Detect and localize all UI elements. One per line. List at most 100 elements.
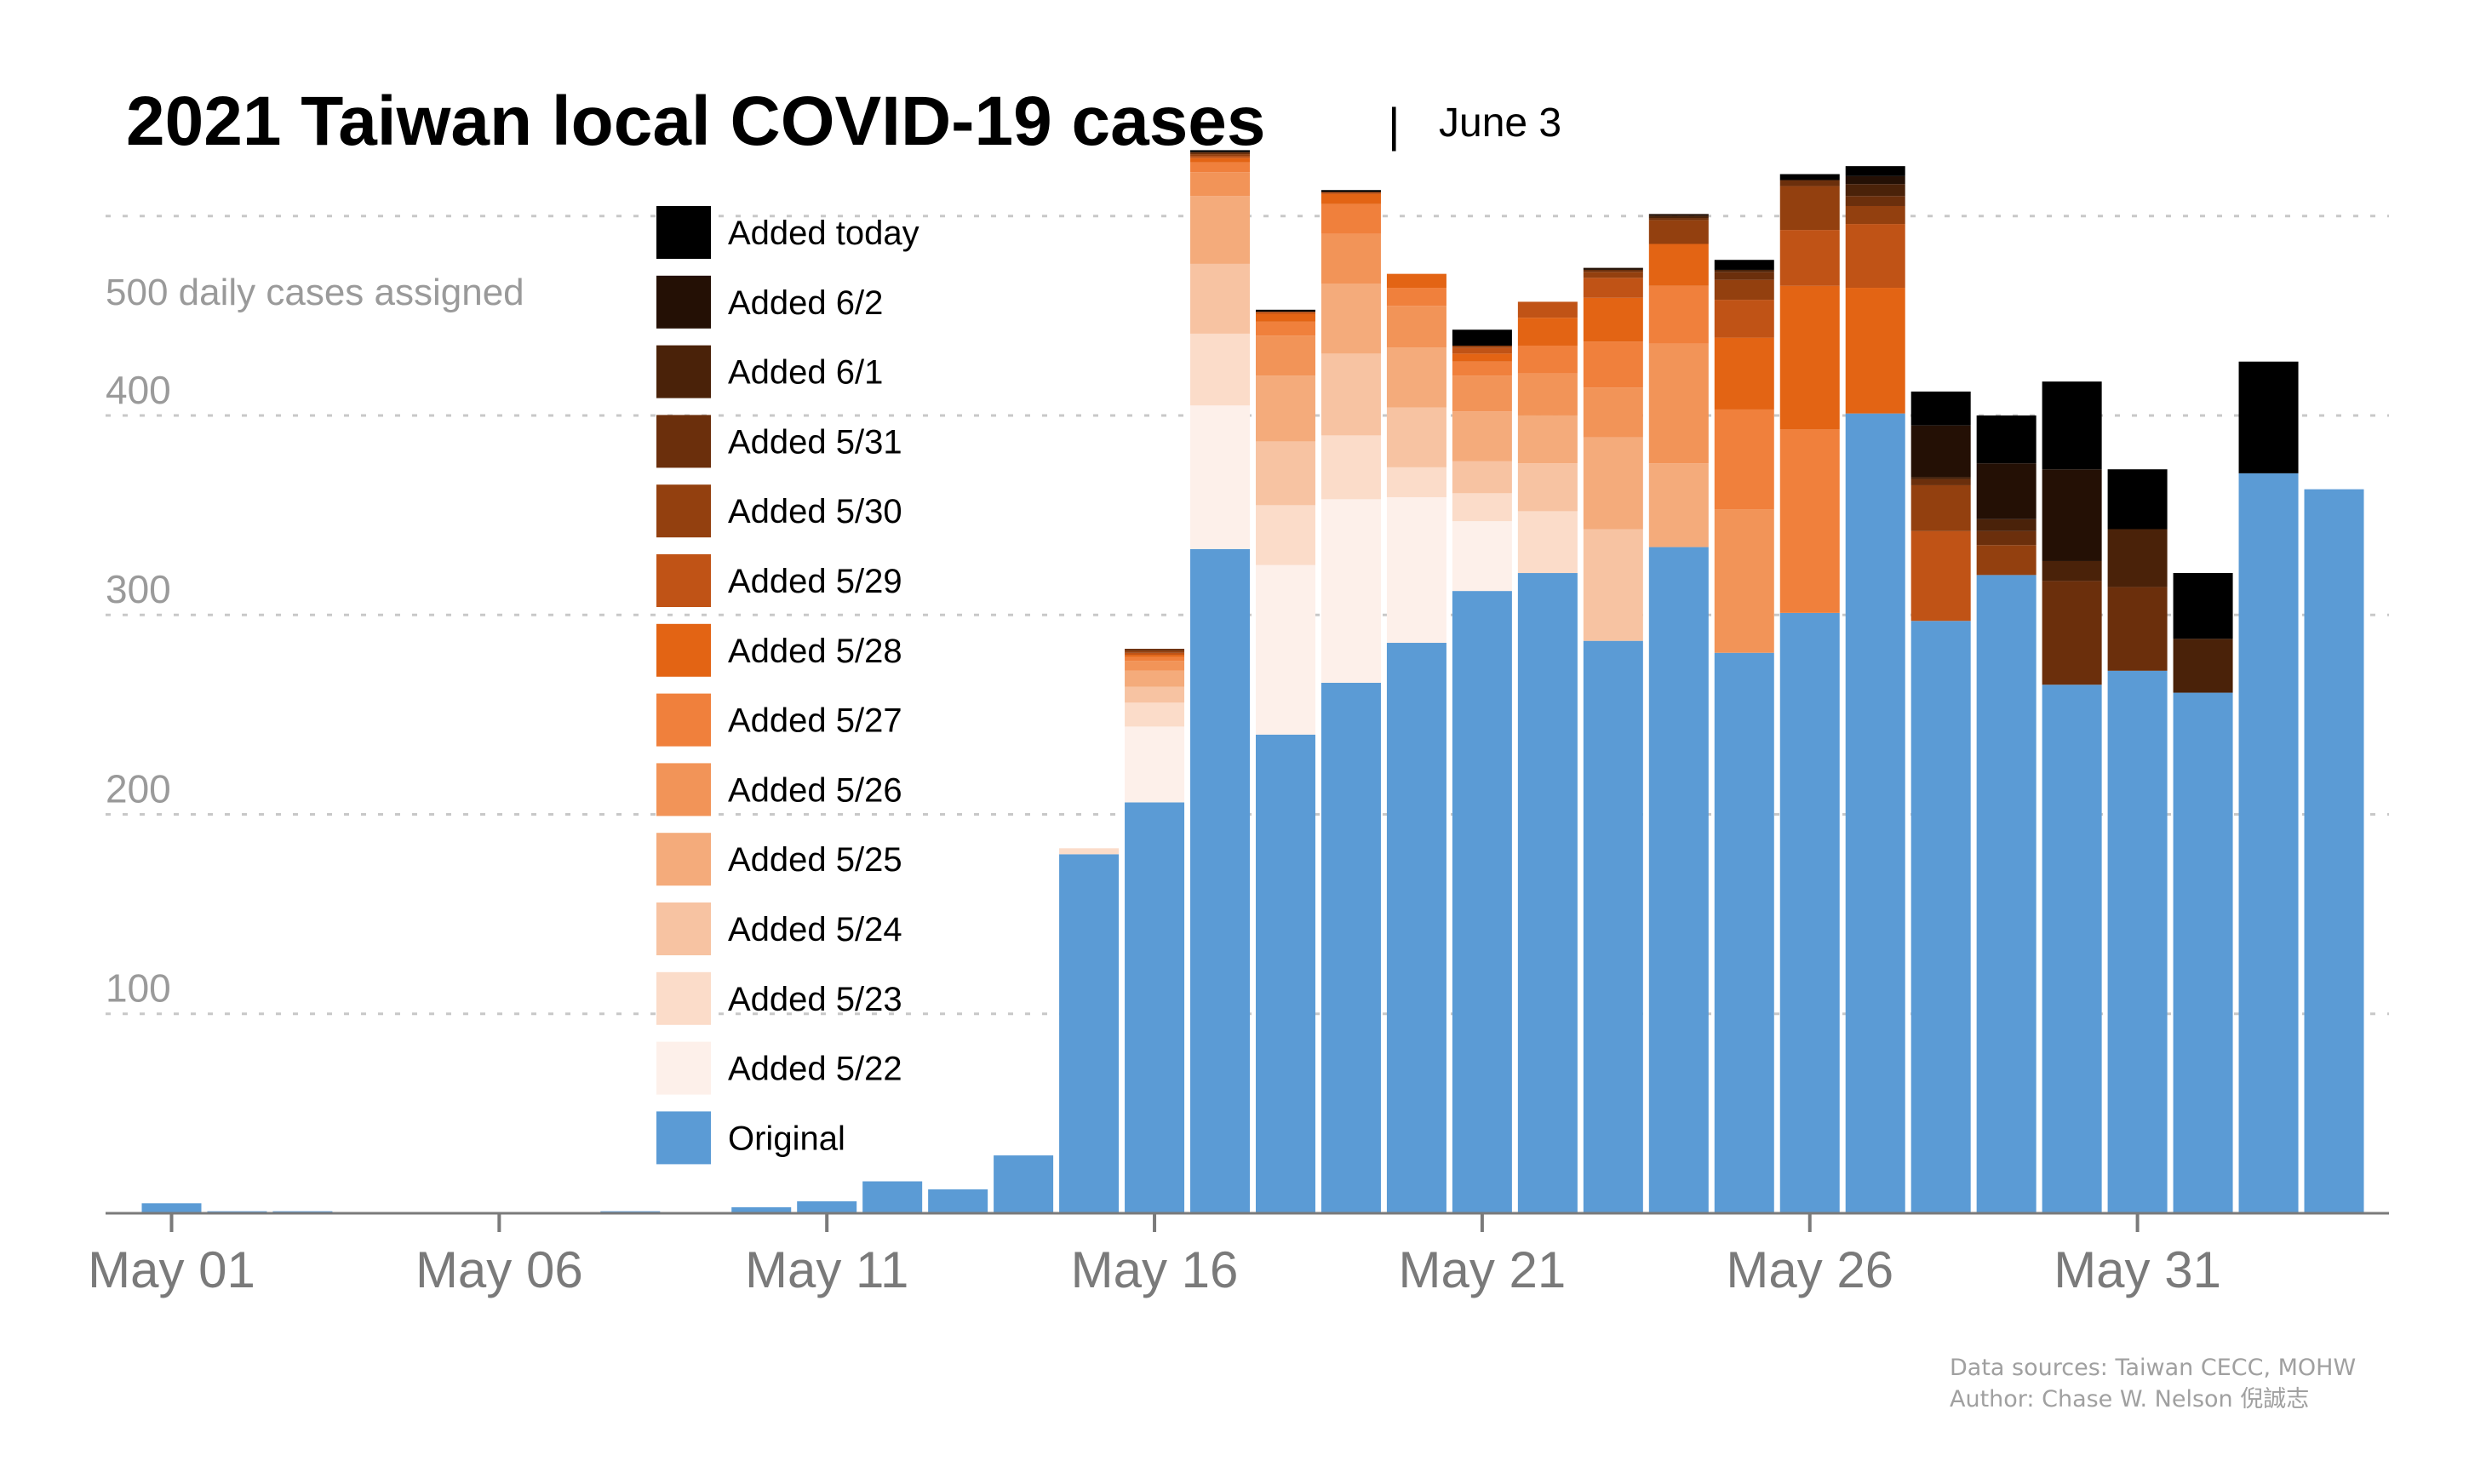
legend-swatch: [656, 971, 711, 1025]
bar-segment: [1255, 505, 1315, 565]
bar-segment: [1255, 564, 1315, 735]
bar-segment: [1452, 375, 1512, 412]
bar-segment: [1190, 196, 1251, 264]
bar-segment: [1320, 192, 1381, 194]
bar-segment: [2173, 639, 2233, 693]
bar-segment: [2173, 692, 2233, 1213]
bar-segment: [1320, 682, 1381, 1213]
legend-label: Added 5/27: [728, 702, 902, 740]
bar-segment: [1320, 435, 1381, 500]
bar-segment: [1125, 656, 1185, 662]
bar-segment: [1125, 661, 1185, 671]
x-tick-label: May 01: [88, 1241, 255, 1298]
bar-segment: [1059, 848, 1120, 855]
data-sources: Data sources: Taiwan CECC, MOHW: [1950, 1355, 2356, 1381]
bar-segment: [862, 1181, 923, 1213]
legend-label: Added 5/30: [728, 493, 902, 530]
bar-segment: [1255, 375, 1315, 442]
bar-segment: [1125, 802, 1185, 1213]
x-tick-label: May 26: [1726, 1241, 1893, 1298]
legend-swatch: [656, 833, 711, 886]
y-axis-label: 500 daily cases assigned: [106, 272, 524, 313]
x-tick-label: May 16: [1071, 1241, 1239, 1298]
bar-segment: [1320, 284, 1381, 354]
bar-segment: [1910, 478, 1971, 485]
bar-segment: [1190, 162, 1251, 173]
bar-segment: [1386, 306, 1446, 348]
bar-segment: [1190, 172, 1251, 197]
bar-segment: [1583, 437, 1643, 530]
bar-segment: [1190, 156, 1251, 158]
bar-segment: [1714, 652, 1774, 1213]
bar-segment: [1976, 530, 2036, 546]
bar-segment: [1320, 353, 1381, 436]
bar-segment: [1583, 267, 1643, 270]
x-tick-label: May 31: [2054, 1241, 2221, 1298]
bar-segment: [1779, 230, 1840, 286]
bar-segment: [1714, 300, 1774, 338]
legend-swatch: [656, 623, 711, 677]
bar-segment: [1648, 463, 1709, 547]
legend-swatch: [656, 693, 711, 747]
bar-segment: [1386, 497, 1446, 644]
bar-segment: [1779, 285, 1840, 430]
bar-segment: [2042, 581, 2102, 685]
bar-segment: [1255, 313, 1315, 322]
bar-segment: [1517, 318, 1578, 346]
bar-segment: [1779, 429, 1840, 613]
bar-segment: [1648, 244, 1709, 286]
bar-segment: [1386, 407, 1446, 467]
bar-segment: [1845, 224, 1905, 289]
bar-segment: [994, 1155, 1054, 1213]
bar-segment: [1976, 519, 2036, 531]
bar-segment: [1714, 269, 1774, 272]
bar-segment: [2042, 381, 2102, 470]
bar-segment: [1976, 545, 2036, 576]
legend-swatch: [656, 275, 711, 329]
bar-segment: [1320, 203, 1381, 234]
bar-segment: [731, 1206, 792, 1213]
bar-segment: [1452, 493, 1512, 522]
x-axis: May 01 May 06 May 11 May 16 May 21 May 26 May …: [88, 1212, 2389, 1298]
bar-segment: [1583, 529, 1643, 641]
bar-segment: [2173, 573, 2233, 639]
bar-segment: [1714, 337, 1774, 410]
legend-label: Added 5/28: [728, 633, 902, 670]
bar-segment: [1320, 233, 1381, 284]
bar-segment: [1845, 184, 1905, 197]
bar-segment: [1910, 530, 1971, 622]
bar-segment: [1648, 214, 1709, 216]
bar-segment: [1190, 158, 1251, 163]
bar-segment: [1452, 353, 1512, 362]
bar-segment: [1910, 484, 1971, 531]
bar-segment: [1583, 269, 1643, 272]
bar-segment: [797, 1200, 857, 1213]
bar-segment: [1452, 411, 1512, 461]
bar-segment: [1190, 150, 1251, 152]
bar-segment: [1845, 205, 1905, 225]
bar-segment: [1255, 734, 1315, 1213]
bar-segment: [1910, 621, 1971, 1213]
x-tick-label: May 21: [1399, 1241, 1567, 1298]
bar-segment: [1517, 345, 1578, 374]
bar-segment: [1648, 218, 1709, 221]
legend-label: Added 5/26: [728, 771, 902, 809]
bar-segment: [1386, 288, 1446, 307]
bar-segment: [1517, 463, 1578, 512]
bar-segment: [1976, 463, 2036, 519]
legend-swatch: [656, 484, 711, 538]
bar-segment: [2042, 560, 2102, 582]
bar-segment: [1714, 409, 1774, 510]
bar-segment: [1779, 180, 1840, 186]
legend-label: Added 5/25: [728, 841, 902, 879]
bar-segment: [1648, 285, 1709, 344]
bar-segment: [2042, 685, 2102, 1213]
bar-segment: [1190, 548, 1251, 1213]
bar-segment: [1125, 726, 1185, 803]
bar-segment: [1125, 655, 1185, 657]
bar-segment: [1517, 373, 1578, 415]
bar-segment: [1452, 361, 1512, 376]
bar-segment: [1190, 152, 1251, 155]
legend: Added today Added 6/2 Added 6/1 Added 5/31 A…: [656, 206, 919, 1165]
bar-segment: [1583, 272, 1643, 278]
